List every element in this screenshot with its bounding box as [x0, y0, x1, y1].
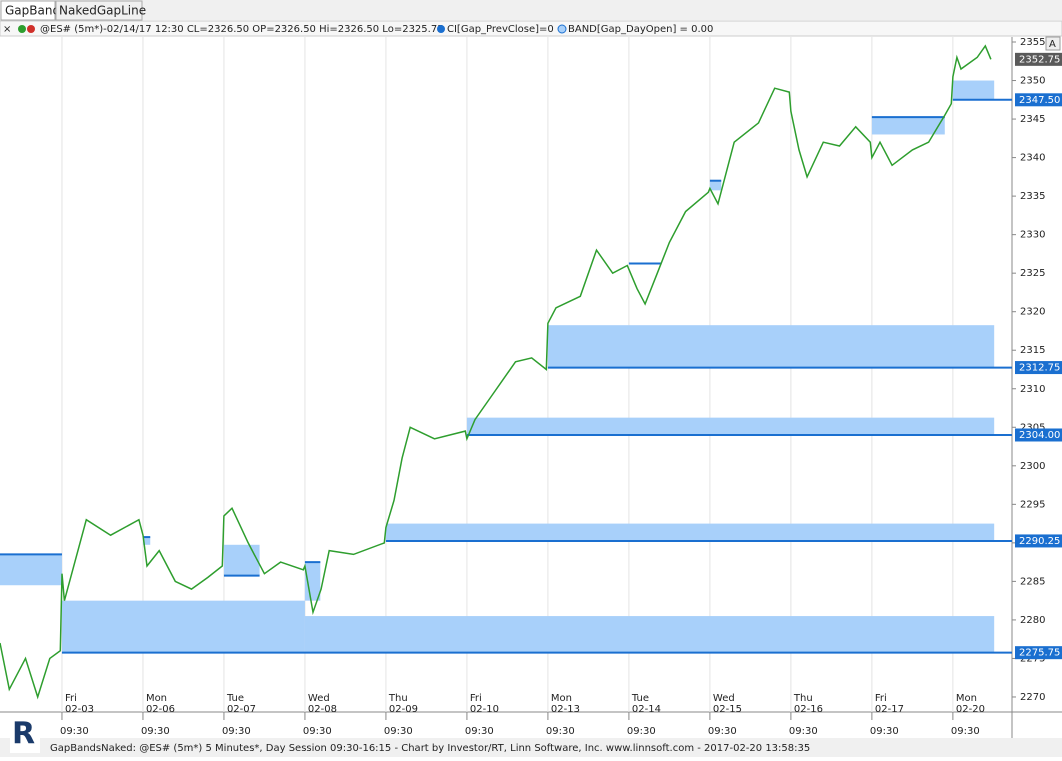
- icon: [27, 25, 35, 33]
- price-tag: [1015, 534, 1062, 548]
- x-tick-day: Fri: [470, 693, 482, 704]
- price-tag-label: 2275.75: [1019, 648, 1060, 659]
- y-tick-label: 2320: [1020, 307, 1045, 318]
- x-tick-day: Mon: [551, 693, 572, 704]
- tab-label[interactable]: GapBand: [5, 4, 60, 18]
- tab-label[interactable]: NakedGapLine: [59, 4, 146, 18]
- price-tag: [1015, 428, 1062, 442]
- price-tag-label: 2312.75: [1019, 363, 1060, 374]
- price-tag: [1015, 646, 1062, 660]
- tab[interactable]: [55, 0, 143, 21]
- y-tick-label: 2305: [1020, 422, 1045, 433]
- time-label: 09:30: [465, 726, 494, 737]
- tab[interactable]: [0, 0, 56, 21]
- footer-bar: [0, 738, 1062, 757]
- x-tick-label: 02-10: [470, 704, 499, 715]
- indicator: CI[Gap_PrevClose]=0: [447, 24, 554, 35]
- gap-band: [466, 417, 995, 435]
- time-label: 09:30: [627, 726, 656, 737]
- time-label: 09:30: [870, 726, 899, 737]
- scale-button-label[interactable]: A: [1049, 39, 1056, 50]
- close-icon[interactable]: ×: [3, 24, 11, 35]
- icon: [437, 25, 445, 33]
- x-tick-day: Thu: [388, 693, 408, 704]
- price-tag: [1015, 361, 1062, 375]
- gap-band: [871, 117, 945, 135]
- x-tick-label: 02-14: [632, 704, 661, 715]
- x-tick-label: 02-07: [227, 704, 256, 715]
- time-label: 09:30: [60, 726, 89, 737]
- y-tick-label: 2270: [1020, 692, 1045, 703]
- gap-band: [709, 180, 722, 191]
- time-label: 09:30: [708, 726, 737, 737]
- icon: [18, 25, 26, 33]
- time-label: 09:30: [222, 726, 251, 737]
- price-tag-label: 2304.00: [1019, 430, 1060, 441]
- x-tick-label: 02-09: [389, 704, 418, 715]
- y-tick-label: 2340: [1020, 153, 1045, 164]
- x-tick-day: Wed: [308, 693, 330, 704]
- gap-band: [142, 537, 151, 545]
- gap-band: [0, 554, 62, 586]
- footer: GapBandsNaked: @ES# (5m*) 5 Minutes*, Da…: [50, 743, 810, 754]
- x-tick-label: 02-20: [956, 704, 985, 715]
- y-tick-label: 2285: [1020, 576, 1045, 587]
- x-tick-day: Mon: [956, 693, 977, 704]
- gap-band: [304, 616, 995, 653]
- status-bar: [0, 20, 1062, 37]
- x-tick-label: 02-16: [794, 704, 823, 715]
- y-tick-label: 2350: [1020, 76, 1045, 87]
- price-line: [0, 44, 992, 700]
- y-tick-label: 2325: [1020, 268, 1045, 279]
- icon: [557, 24, 567, 34]
- price-tag: [1015, 52, 1062, 66]
- x-tick-label: 02-06: [146, 704, 175, 715]
- tab-bar: [0, 0, 1062, 20]
- x-tick-label: 02-08: [308, 704, 337, 715]
- logo: [10, 716, 40, 753]
- y-tick-label: 2335: [1020, 191, 1045, 202]
- x-tick-day: Fri: [65, 693, 77, 704]
- gap-band: [61, 600, 305, 653]
- time-label: 09:30: [951, 726, 980, 737]
- x-tick-day: Mon: [146, 693, 167, 704]
- x-tick-label: 02-13: [551, 704, 580, 715]
- gap-band: [952, 80, 995, 100]
- x-tick-day: Thu: [793, 693, 813, 704]
- y-tick-label: 2355: [1020, 37, 1045, 48]
- x-tick-day: Tue: [226, 693, 244, 704]
- price-tag-label: 2290.25: [1019, 536, 1060, 547]
- time-label: 09:30: [384, 726, 413, 737]
- y-tick-label: 2295: [1020, 499, 1045, 510]
- y-tick-label: 2315: [1020, 345, 1045, 356]
- x-tick-label: 02-03: [65, 704, 94, 715]
- y-tick-label: 2345: [1020, 114, 1045, 125]
- indicator: BAND[Gap_DayOpen] = 0.00: [568, 24, 713, 35]
- gap-band: [223, 544, 260, 576]
- gap-band: [547, 325, 995, 368]
- y-tick-label: 2310: [1020, 384, 1045, 395]
- x-tick-day: Tue: [631, 693, 649, 704]
- scale-button[interactable]: [1045, 36, 1061, 51]
- time-label: 09:30: [546, 726, 575, 737]
- y-tick-label: 2330: [1020, 230, 1045, 241]
- x-tick-label: 02-17: [875, 704, 904, 715]
- price-tag-label: 2347.50: [1019, 95, 1060, 106]
- time-label: 09:30: [303, 726, 332, 737]
- x-tick-day: Fri: [875, 693, 887, 704]
- time-label: 09:30: [141, 726, 170, 737]
- x-tick-day: Wed: [713, 693, 735, 704]
- y-tick-label: 2300: [1020, 461, 1045, 472]
- logo-mark: R: [12, 717, 35, 752]
- price-tag-label: 2352.75: [1019, 54, 1060, 65]
- symbol-info: @ES# (5m*)-02/14/17 12:30 CL=2326.50 OP=…: [40, 24, 444, 35]
- x-tick-label: 02-15: [713, 704, 742, 715]
- gap-band: [385, 523, 995, 541]
- time-label: 09:30: [789, 726, 818, 737]
- price-tag: [1015, 93, 1062, 107]
- y-tick-label: 2280: [1020, 615, 1045, 626]
